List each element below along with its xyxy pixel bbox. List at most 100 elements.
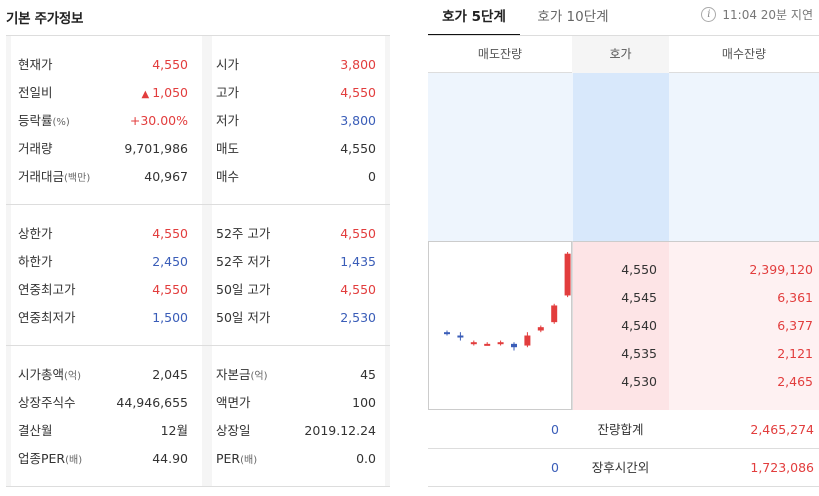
left-label: 하한가	[18, 254, 53, 269]
info-row: 상한가 4,550 52주 고가 4,550	[6, 220, 390, 248]
left-label: 결산월	[18, 423, 53, 438]
candle-body	[470, 342, 477, 345]
left-label: 시가총액(억)	[18, 367, 82, 382]
arrow-up-icon: ▲	[141, 89, 150, 100]
right-value: 1,435	[340, 254, 376, 269]
price-header: 호가	[572, 36, 669, 73]
bid-price[interactable]: 4,535	[621, 346, 657, 361]
cell-bg	[385, 205, 390, 346]
divider	[6, 204, 390, 205]
right-label: 매수	[216, 169, 240, 184]
divider	[428, 35, 819, 36]
tab-orderbook-5[interactable]: 호가 5단계	[428, 0, 520, 36]
right-value: 2019.12.24	[304, 423, 376, 438]
bid-volume: 6,377	[777, 318, 813, 333]
left-value: 44.90	[152, 451, 188, 466]
right-value: 4,550	[340, 141, 376, 156]
right-value: 0.0	[356, 451, 376, 466]
bid-volume-header: 매수잔량	[721, 47, 767, 61]
left-label: 상한가	[18, 226, 53, 241]
left-value: 4,550	[152, 57, 188, 72]
candle-body	[524, 335, 531, 346]
delay-text: 11:04 20분 지연	[722, 8, 813, 22]
ask-price-column	[573, 73, 669, 241]
right-label: 50일 저가	[216, 310, 271, 325]
right-value: 4,550	[340, 226, 376, 241]
divider	[6, 35, 390, 36]
left-label: 상장주식수	[18, 395, 76, 410]
left-value: 12월	[160, 423, 188, 438]
bid-price[interactable]: 4,540	[621, 318, 657, 333]
left-label: 거래대금(백만)	[18, 169, 91, 184]
divider	[6, 486, 390, 487]
left-label: 연중최고가	[18, 282, 76, 297]
left-value: 4,550	[152, 282, 188, 297]
bid-price[interactable]: 4,530	[621, 374, 657, 389]
right-label: 저가	[216, 113, 240, 128]
right-label: 상장일	[216, 423, 251, 438]
info-row: 현재가 4,550 시가 3,800	[6, 51, 390, 79]
tab-orderbook-10[interactable]: 호가 10단계	[537, 9, 609, 25]
info-row: 등락률(%) +30.00% 저가 3,800	[6, 107, 390, 135]
left-value: 2,450	[152, 254, 188, 269]
left-label: 거래량	[18, 141, 53, 156]
bid-volume: 2,121	[777, 346, 813, 361]
bid-price[interactable]: 4,545	[621, 290, 657, 305]
left-unit: (배)	[65, 455, 83, 466]
right-label: 매도	[216, 141, 240, 156]
cell-bg	[6, 346, 11, 487]
left-value: 2,045	[152, 367, 188, 382]
info-row: 거래대금(백만) 40,967 매수 0	[6, 163, 390, 191]
info-row: 결산월 12월 상장일 2019.12.24	[6, 417, 390, 445]
candle-body	[457, 335, 464, 338]
left-label: 등락률(%)	[18, 113, 70, 128]
remain-total-row: 0 잔량합계 2,465,274	[428, 411, 819, 449]
candle-body	[484, 343, 491, 346]
left-value: 1,500	[152, 310, 188, 325]
cell-bg	[202, 205, 212, 346]
left-value: 4,550	[152, 226, 188, 241]
right-label: 시가	[216, 57, 240, 72]
ask-volume-header: 매도잔량	[477, 47, 523, 61]
after-hours-label: 장후시간외	[591, 460, 650, 475]
right-value: 100	[352, 395, 376, 410]
right-label: 고가	[216, 85, 240, 100]
candle-body	[564, 253, 571, 296]
info-row: 거래량 9,701,986 매도 4,550	[6, 135, 390, 163]
left-value: 44,946,655	[116, 395, 188, 410]
cell-bg	[202, 36, 212, 205]
right-value: 4,550	[340, 85, 376, 100]
after-hours-row: 0 장후시간외 1,723,086	[428, 449, 819, 487]
left-label: 연중최저가	[18, 310, 76, 325]
cell-bg	[385, 36, 390, 205]
right-unit: (억)	[250, 371, 268, 382]
candle-body	[511, 343, 517, 348]
bid-volume: 2,465	[777, 374, 813, 389]
right-value: 3,800	[340, 57, 376, 72]
right-value: 3,800	[340, 113, 376, 128]
cell-bg	[6, 36, 11, 205]
cell-bg	[202, 346, 212, 487]
panel-title: 기본 주가정보	[6, 11, 84, 27]
left-value: +30.00%	[129, 113, 188, 128]
delay-info: i 11:04 20분 지연	[701, 6, 813, 23]
left-value: ▲ 1,050	[141, 85, 189, 100]
info-row: 전일비 ▲ 1,050 고가 4,550	[6, 79, 390, 107]
left-label: 전일비	[18, 85, 53, 100]
left-unit: (억)	[64, 371, 82, 382]
right-unit: (배)	[240, 455, 258, 466]
right-value: 0	[368, 169, 376, 184]
candle-body	[537, 327, 544, 331]
bid-price[interactable]: 4,550	[621, 262, 657, 277]
candle-body	[497, 342, 504, 345]
after-hours-bid: 1,723,086	[750, 460, 814, 475]
candle-body	[551, 305, 558, 323]
left-label: 현재가	[18, 57, 53, 72]
right-label: 50일 고가	[216, 282, 271, 297]
divider	[6, 345, 390, 346]
cell-bg	[385, 346, 390, 487]
info-icon[interactable]: i	[701, 7, 717, 22]
info-row: 연중최저가 1,500 50일 저가 2,530	[6, 304, 390, 332]
right-label: 액면가	[216, 395, 251, 410]
info-row: 업종PER(배) 44.90 PER(배) 0.0	[6, 445, 390, 473]
